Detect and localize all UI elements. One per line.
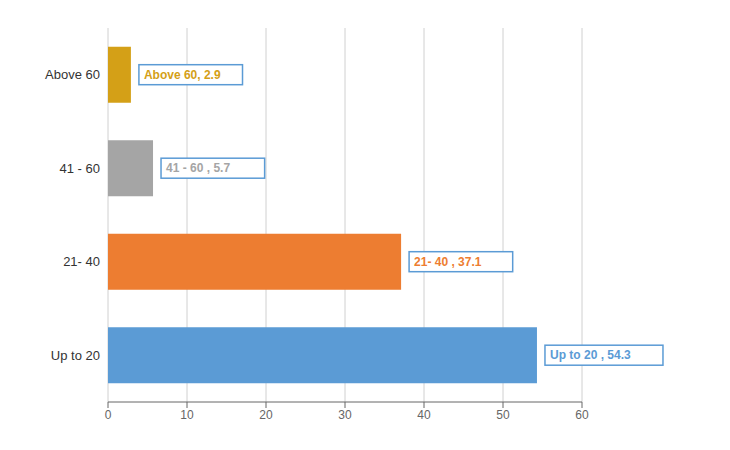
svg-text:20: 20 — [259, 408, 273, 422]
svg-text:41 - 60 , 5.7: 41 - 60 , 5.7 — [166, 161, 230, 175]
svg-text:Up to 20 , 54.3: Up to 20 , 54.3 — [550, 348, 631, 362]
svg-text:21- 40: 21- 40 — [63, 254, 100, 269]
svg-text:60: 60 — [575, 408, 589, 422]
svg-text:21- 40 , 37.1: 21- 40 , 37.1 — [414, 255, 482, 269]
svg-text:40: 40 — [417, 408, 431, 422]
svg-text:30: 30 — [338, 408, 352, 422]
svg-text:41 - 60: 41 - 60 — [60, 161, 100, 176]
svg-text:Above 60: Above 60 — [45, 67, 100, 82]
svg-text:Up to 20: Up to 20 — [51, 348, 100, 363]
svg-text:10: 10 — [180, 408, 194, 422]
svg-text:50: 50 — [496, 408, 510, 422]
svg-text:0: 0 — [105, 408, 112, 422]
svg-text:Above 60, 2.9: Above 60, 2.9 — [144, 68, 221, 82]
